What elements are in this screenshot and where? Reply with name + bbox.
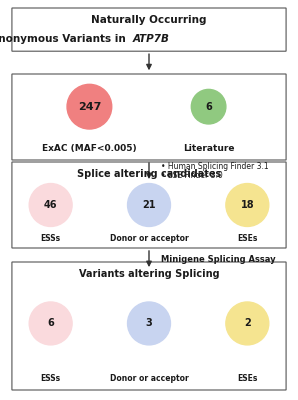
Ellipse shape (226, 184, 269, 226)
Text: Variants altering Splicing: Variants altering Splicing (79, 269, 219, 279)
FancyBboxPatch shape (12, 74, 286, 160)
Text: ESEs: ESEs (237, 374, 257, 383)
Ellipse shape (67, 84, 112, 129)
Text: Synonymous Variants in: Synonymous Variants in (0, 34, 130, 44)
Ellipse shape (29, 302, 72, 345)
Text: 46: 46 (44, 200, 58, 210)
Text: ESSs: ESSs (41, 234, 61, 243)
Text: ExAC (MAF<0.005): ExAC (MAF<0.005) (42, 144, 137, 153)
Text: ESSs: ESSs (41, 374, 61, 383)
Text: 247: 247 (78, 102, 101, 112)
Ellipse shape (29, 184, 72, 226)
Text: 21: 21 (142, 200, 156, 210)
Text: Literature: Literature (183, 144, 234, 153)
Text: • ESE Finder 3.0: • ESE Finder 3.0 (161, 171, 223, 180)
Text: 6: 6 (47, 318, 54, 328)
Text: ESEs: ESEs (237, 234, 257, 243)
Text: Splice altering candidates: Splice altering candidates (77, 169, 221, 179)
Text: Naturally Occurring: Naturally Occurring (91, 15, 207, 25)
Text: 3: 3 (146, 318, 152, 328)
Text: ATP7B: ATP7B (133, 34, 170, 44)
Text: 18: 18 (240, 200, 254, 210)
Text: 2: 2 (244, 318, 251, 328)
Ellipse shape (128, 184, 170, 226)
FancyBboxPatch shape (12, 162, 286, 248)
FancyBboxPatch shape (12, 262, 286, 390)
Text: 6: 6 (205, 102, 212, 112)
Text: Donor or acceptor: Donor or acceptor (110, 234, 188, 243)
Ellipse shape (128, 302, 170, 345)
Text: Donor or acceptor: Donor or acceptor (110, 374, 188, 383)
FancyBboxPatch shape (12, 8, 286, 51)
Text: Minigene Splicing Assay: Minigene Splicing Assay (161, 254, 276, 264)
Ellipse shape (226, 302, 269, 345)
Text: • Human Splicing Finder 3.1: • Human Splicing Finder 3.1 (161, 162, 268, 171)
Ellipse shape (191, 89, 226, 124)
